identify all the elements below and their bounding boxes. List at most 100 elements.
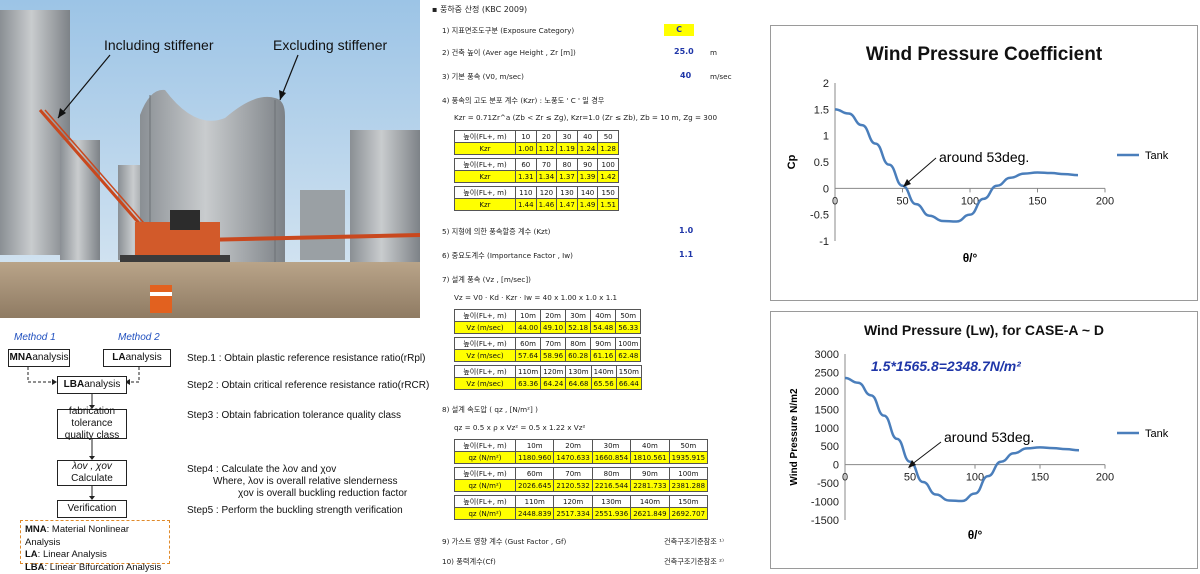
- method2-label: Method 2: [118, 332, 160, 343]
- gust-factor-label: 9) 가스트 영향 계수 (Gust Factor , Gf): [442, 537, 566, 547]
- table-cell: 60.28: [566, 350, 591, 362]
- table-cell: 100m: [616, 338, 641, 350]
- table-cell: 44.00: [516, 322, 541, 334]
- tank-photo: Including stiffener Excluding stiffener: [0, 0, 420, 318]
- table-cell: 130m: [592, 496, 630, 508]
- abbreviation-legend: MNA: Material Nonlinear Analysis LA: Lin…: [20, 520, 170, 564]
- table-cell: 2692.707: [669, 508, 707, 520]
- table-cell: 70: [536, 159, 557, 171]
- y-tick-label: -1000: [811, 497, 839, 509]
- x-axis-label: θ/°: [963, 251, 978, 265]
- base-wind-label: 3) 기본 풍속 (V0, m/sec): [442, 72, 524, 82]
- kzr-formula: Kzr = 0.71Zr^a (Zb < Zr ≤ Zg), Kzr=1.0 (…: [454, 113, 717, 122]
- lba-analysis-text: analysis: [84, 379, 120, 391]
- mna-analysis-box: MNA analysis: [8, 349, 70, 367]
- step-3-text: Step3 : Obtain fabrication tolerance qua…: [187, 410, 401, 421]
- table-cell: 1.12: [536, 143, 557, 155]
- table-cell: 2026.645: [516, 480, 554, 492]
- y-tick-label: 3000: [815, 349, 839, 361]
- table-header: qz (N/m²): [455, 508, 516, 520]
- lba-abbr: LBA: [64, 379, 85, 391]
- annotation-arrow: [911, 442, 941, 465]
- table-cell: 57.64: [516, 350, 541, 362]
- calculate-label: Calculate: [71, 473, 113, 485]
- table-cell: 70m: [554, 468, 592, 480]
- table-cell: 40: [577, 131, 598, 143]
- table-cell: 1.19: [557, 143, 578, 155]
- table-cell: 80m: [566, 338, 591, 350]
- fabrication-class-box: fabrication tolerance quality class: [57, 409, 127, 439]
- table-cell: 1.47: [557, 199, 578, 211]
- legend-row: LBA: Linear Bifurcation Analysis: [25, 562, 165, 574]
- table-cell: 30: [557, 131, 578, 143]
- step-2-text: Step2 : Obtain critical reference resist…: [187, 380, 429, 391]
- x-tick-label: 200: [1096, 472, 1114, 484]
- table-cell: 2120.532: [554, 480, 592, 492]
- wind-load-sheet: ▪ 풍하중 산정 (KBC 2009) 1) 지표면조도구분 (Exposure…: [424, 0, 769, 569]
- table-header: 높이(FL+, m): [455, 187, 516, 199]
- annotation-arrow: [906, 158, 936, 184]
- y-tick-label: 1500: [815, 404, 839, 416]
- method1-label: Method 1: [14, 332, 56, 343]
- step-4-text: Step4 : Calculate the λov and χov: [187, 464, 336, 475]
- table-cell: 2551.936: [592, 508, 630, 520]
- table-cell: 1.44: [516, 199, 537, 211]
- table-cell: 1.51: [598, 199, 619, 211]
- table-cell: 62.48: [616, 350, 641, 362]
- table-cell: 1.34: [536, 171, 557, 183]
- table-cell: 1.49: [577, 199, 598, 211]
- table-cell: 1.39: [577, 171, 598, 183]
- velocity-pressure-formula: qz = 0.5 x ρ x Vz² = 0.5 x 1.22 x Vz²: [454, 423, 585, 432]
- y-tick-label: 2500: [815, 367, 839, 379]
- y-tick-label: 2000: [815, 386, 839, 398]
- table-header: qz (N/m²): [455, 452, 516, 464]
- x-tick-label: 50: [904, 472, 916, 484]
- table-cell: 1.42: [598, 171, 619, 183]
- table-cell: 1.00: [516, 143, 537, 155]
- legend-abbr: MNA: [25, 524, 47, 535]
- table-cell: 140: [577, 187, 598, 199]
- y-tick-label: -1: [819, 236, 829, 248]
- table-cell: 30m: [592, 440, 630, 452]
- table-cell: 100: [598, 159, 619, 171]
- table-cell: 1.46: [536, 199, 557, 211]
- buckling-flowchart: Method 1 Method 2 MNA analysis LA analys…: [0, 322, 430, 569]
- annotation-peak-pressure: 1.5*1565.8=2348.7N/m²: [871, 358, 1021, 374]
- y-axis-label: Wind Pressure N/m2: [789, 388, 800, 486]
- x-axis-label: θ/°: [968, 528, 983, 542]
- table-header: 높이(FL+, m): [455, 338, 516, 350]
- table-cell: 120m: [554, 496, 592, 508]
- design-wind-formula: Vz = V0 · Kd · Kzr · Iw = 40 x 1.00 x 1.…: [454, 293, 617, 302]
- table-cell: 1180.960: [516, 452, 554, 464]
- velocity-pressure-label: 8) 설계 속도압 ( qz , [N/m²] ): [442, 405, 538, 415]
- kzr-heading: 4) 풍속의 고도 분포 계수 (Kzr) : 노풍도 ' C ' 일 경우: [442, 96, 604, 106]
- legend-row: MNA: Material Nonlinear Analysis: [25, 524, 165, 549]
- design-wind-label: 7) 설계 풍속 (Vz , [m/sec]): [442, 275, 531, 285]
- table-header: 높이(FL+, m): [455, 468, 516, 480]
- construction-site-image: Including stiffener Excluding stiffener: [0, 0, 420, 318]
- table-header: 높이(FL+, m): [455, 159, 516, 171]
- table-cell: 66.44: [616, 378, 641, 390]
- table-cell: 40m: [591, 310, 616, 322]
- annotation-53deg: around 53deg.: [944, 429, 1034, 445]
- table-cell: 1.24: [577, 143, 598, 155]
- table-cell: 2517.334: [554, 508, 592, 520]
- table-cell: 140m: [591, 366, 616, 378]
- table-cell: 130m: [566, 366, 591, 378]
- table-header: Vz (m/sec): [455, 378, 516, 390]
- x-tick-label: 150: [1031, 472, 1049, 484]
- exposure-label: 1) 지표면조도구분 (Exposure Category): [442, 26, 574, 36]
- table-cell: 80: [557, 159, 578, 171]
- height-value: 25.0: [674, 47, 694, 56]
- y-tick-label: 1.5: [814, 104, 829, 116]
- table-cell: 50m: [669, 440, 707, 452]
- y-axis-label: Cp: [786, 154, 798, 169]
